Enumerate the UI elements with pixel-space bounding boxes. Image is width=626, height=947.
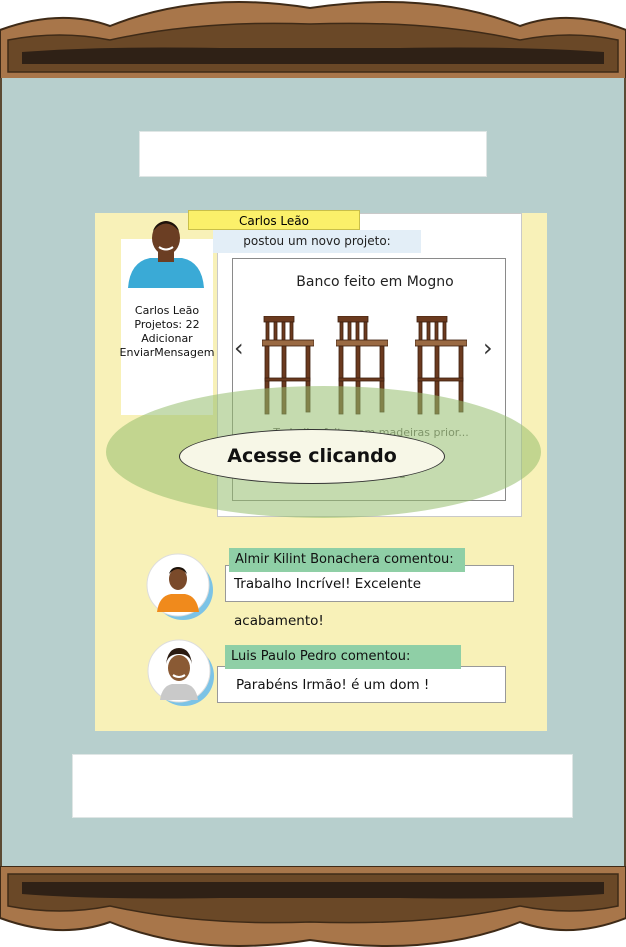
- chevron-right-icon[interactable]: ›: [483, 334, 493, 362]
- profile-name: Carlos Leão: [134, 304, 200, 317]
- post-author-tag[interactable]: Carlos Leão: [188, 210, 360, 230]
- top-banner-box: [139, 131, 487, 177]
- stool-image-2[interactable]: [336, 316, 388, 416]
- carousel-title: Banco feito em Mogno: [296, 274, 454, 290]
- comment-author-2[interactable]: Luis Paulo Pedro comentou:: [225, 645, 461, 669]
- profile-avatar[interactable]: [124, 216, 208, 294]
- add-friend-link[interactable]: Adicionar: [141, 332, 193, 345]
- commenter-avatar-1[interactable]: [145, 552, 215, 622]
- send-message-link[interactable]: EnviarMensagem: [119, 346, 215, 359]
- stool-image-1[interactable]: [262, 316, 314, 416]
- comment-author-1[interactable]: Almir Kilint Bonachera comentou:: [229, 548, 465, 572]
- profile-projects-count: Projetos: 22: [134, 318, 200, 331]
- bottom-banner-box: [72, 754, 573, 818]
- chevron-left-icon[interactable]: ‹: [234, 334, 244, 362]
- bottom-wood-frame: [0, 866, 626, 947]
- commenter-avatar-2[interactable]: [146, 638, 216, 708]
- post-action-text: postou um novo projeto:: [213, 230, 421, 253]
- stool-image-3[interactable]: [415, 316, 467, 416]
- profile-info: Carlos Leão Projetos: 22 Adicionar Envia…: [115, 304, 219, 360]
- comment-text-2: Parabéns Irmão! é um dom !: [217, 666, 506, 703]
- top-wood-frame: [0, 0, 626, 80]
- access-project-button[interactable]: Acesse clicando: [179, 429, 445, 484]
